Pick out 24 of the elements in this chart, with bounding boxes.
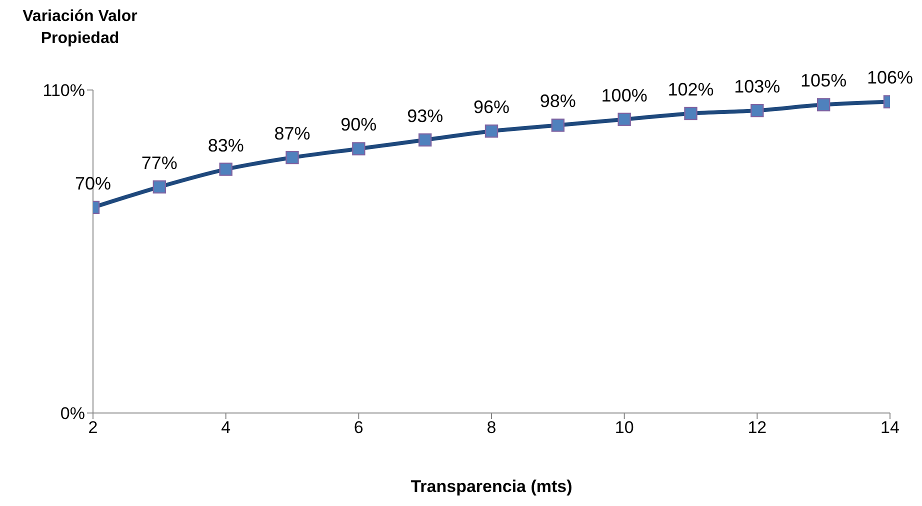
- x-tick-label: 14: [880, 418, 900, 438]
- data-label: 105%: [800, 70, 847, 91]
- data-label: 100%: [601, 85, 648, 106]
- data-label: 106%: [866, 68, 914, 88]
- data-label: 103%: [734, 76, 780, 97]
- data-label: 87%: [274, 124, 310, 144]
- x-tick-label: 2: [88, 418, 98, 438]
- data-label: 70%: [74, 173, 112, 194]
- data-label: 98%: [540, 91, 576, 112]
- data-label: 83%: [208, 135, 244, 156]
- chart-title: Variación Valor Propiedad: [22, 7, 138, 49]
- y-tick-label: 0%: [60, 404, 85, 424]
- x-tick-label: 8: [486, 418, 496, 438]
- x-tick-label: 12: [748, 418, 767, 438]
- data-label: 96%: [473, 97, 510, 118]
- data-label: 77%: [141, 152, 178, 173]
- x-tick-label: 10: [614, 418, 634, 438]
- data-label: 90%: [340, 114, 377, 135]
- x-tick-label: 4: [221, 418, 231, 438]
- x-axis-title: Transparencia (mts): [410, 477, 574, 497]
- data-label: 93%: [407, 106, 444, 126]
- x-tick-label: 6: [354, 418, 364, 438]
- data-label: 102%: [668, 79, 714, 100]
- y-tick-label: 110%: [42, 81, 85, 100]
